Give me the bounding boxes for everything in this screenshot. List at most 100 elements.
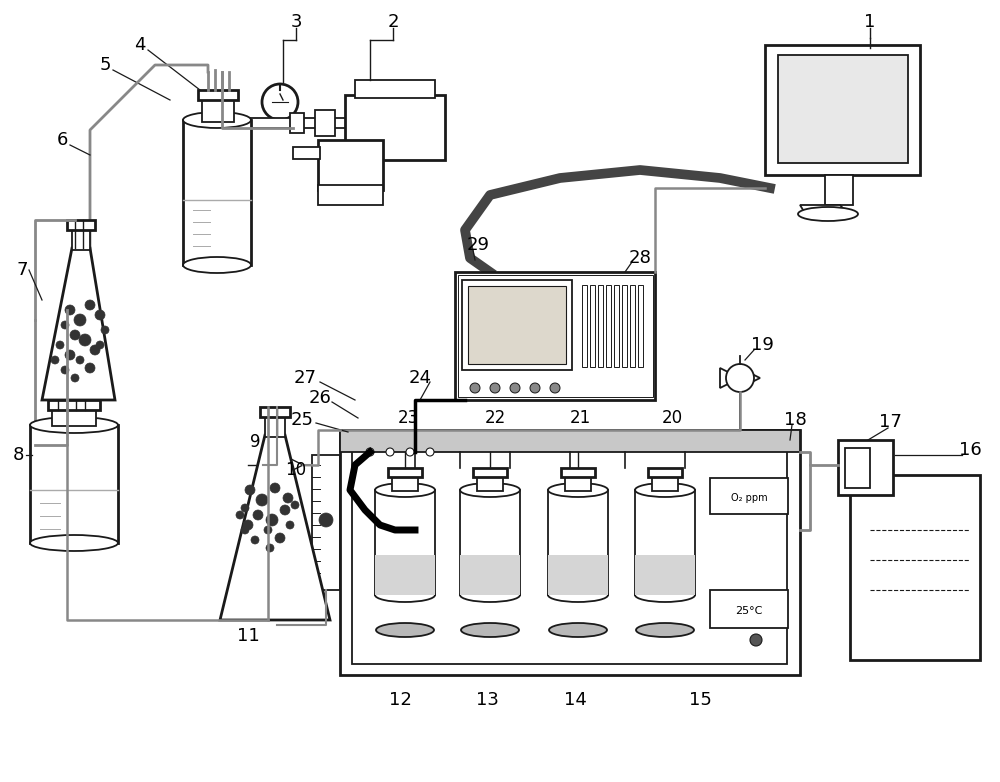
Bar [860,485,970,650]
Circle shape [280,505,290,515]
Circle shape [61,366,69,374]
Polygon shape [42,248,115,400]
Ellipse shape [375,588,435,602]
Bar [468,286,566,364]
Bar [183,120,251,265]
Bar [460,555,520,595]
Text: 13: 13 [476,691,498,709]
Text: 21: 21 [569,409,591,427]
Bar [340,430,800,675]
Text: 27: 27 [294,369,316,387]
Circle shape [264,526,272,534]
Text: 29: 29 [466,236,490,254]
Polygon shape [220,435,330,620]
Bar [565,475,591,491]
Bar [315,110,335,136]
Circle shape [241,504,249,512]
Ellipse shape [375,483,435,497]
Circle shape [96,341,104,349]
Text: 25: 25 [290,411,314,429]
Text: 5: 5 [99,56,111,74]
Bar [293,147,320,159]
Circle shape [283,493,293,503]
Circle shape [85,300,95,310]
Text: 7: 7 [16,261,28,279]
Text: 15: 15 [689,691,711,709]
Bar [630,285,635,367]
Ellipse shape [548,588,608,602]
Circle shape [61,321,69,329]
Text: 14: 14 [564,691,586,709]
Circle shape [275,533,285,543]
Bar [635,555,695,595]
Text: 12: 12 [389,691,411,709]
Text: 19: 19 [751,336,773,354]
Circle shape [406,448,414,456]
Text: 24: 24 [409,369,432,387]
Bar [198,90,238,100]
Ellipse shape [183,257,251,273]
Bar [590,285,595,367]
Text: 28: 28 [629,249,651,267]
Circle shape [74,314,86,326]
Bar [455,272,655,400]
Bar [635,490,695,595]
Text: 3: 3 [290,13,302,31]
Bar [845,448,870,488]
Text: 8: 8 [12,446,24,464]
Circle shape [253,510,263,520]
Bar [318,140,383,190]
Polygon shape [720,368,740,388]
Bar [462,280,572,370]
Ellipse shape [549,623,607,637]
Bar [458,275,653,397]
Ellipse shape [461,623,519,637]
Bar [352,442,787,664]
Bar [375,555,435,595]
Ellipse shape [798,207,858,221]
Bar [312,455,340,590]
Text: 2: 2 [387,13,399,31]
Ellipse shape [460,588,520,602]
Circle shape [101,326,109,334]
Circle shape [56,341,64,349]
Text: 25°C: 25°C [735,606,763,616]
Circle shape [76,356,84,364]
Bar [72,228,90,250]
Text: 1: 1 [864,13,876,31]
Bar [710,478,788,514]
Bar [340,430,800,452]
Text: 20: 20 [661,409,683,427]
Circle shape [426,448,434,456]
Bar [778,55,908,163]
Bar [355,80,435,98]
Circle shape [270,483,280,493]
Circle shape [291,501,299,509]
Bar [598,285,603,367]
Bar [388,468,422,477]
Circle shape [470,383,480,393]
Ellipse shape [635,483,695,497]
Circle shape [71,374,79,382]
Circle shape [79,334,91,346]
Bar [825,175,853,205]
Text: 22: 22 [484,409,506,427]
Text: O₂ ppm: O₂ ppm [731,493,767,503]
Circle shape [386,448,394,456]
Ellipse shape [635,588,695,602]
Bar [473,468,507,477]
Bar [477,475,503,491]
Text: 10: 10 [285,461,307,479]
Bar [48,400,100,410]
Bar [765,45,920,175]
Ellipse shape [30,417,118,433]
Ellipse shape [548,483,608,497]
Polygon shape [800,205,852,218]
Bar [230,118,345,128]
Text: 16: 16 [959,441,981,459]
Bar [838,440,893,495]
Circle shape [726,364,754,392]
Text: 17: 17 [879,413,901,431]
Bar [622,285,627,367]
Text: 23: 23 [397,409,419,427]
